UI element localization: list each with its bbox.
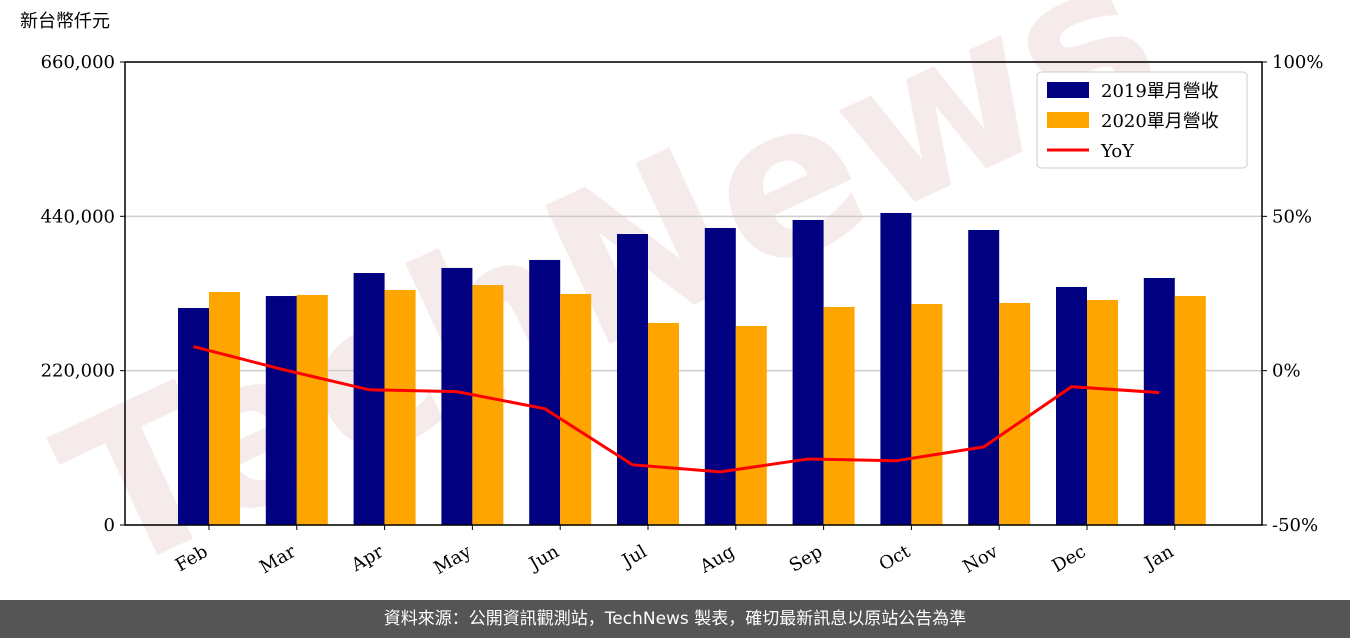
- bar: [704, 227, 736, 525]
- y2-tick-label: 100%: [1272, 52, 1323, 73]
- bar: [911, 304, 943, 525]
- x-tick-label: May: [430, 541, 475, 579]
- chart: 新台幣仟元 TechNews0220,000440,000660,000-50%…: [20, 0, 1323, 622]
- bar: [999, 302, 1031, 525]
- bar: [560, 293, 592, 525]
- x-tick-label: Apr: [347, 541, 387, 576]
- legend-label: 2020單月營收: [1101, 111, 1219, 132]
- bar: [1056, 286, 1087, 525]
- bar: [472, 285, 504, 525]
- bar: [648, 322, 679, 525]
- bar: [529, 259, 561, 525]
- x-tick-label: Jul: [617, 541, 651, 573]
- y2-tick-label: 50%: [1272, 206, 1312, 227]
- y-tick-label: 440,000: [41, 206, 115, 227]
- yoy-line: [193, 345, 1160, 474]
- legend-swatch: [1047, 112, 1089, 128]
- y2-tick-label: 0%: [1272, 361, 1301, 382]
- bar: [968, 230, 1000, 525]
- x-tick-label: Sep: [786, 541, 826, 576]
- plot-frame: [124, 61, 1263, 526]
- y-tick-label: 0: [104, 515, 115, 536]
- footer: 資料來源：公開資訊觀測站，TechNews 製表，確切最新訊息以原站公告為準: [0, 600, 1350, 638]
- x-tick-label: Jan: [1139, 541, 1177, 575]
- bar: [384, 289, 416, 525]
- bar: [353, 273, 385, 525]
- bar: [735, 325, 767, 525]
- legend-label: YoY: [1100, 141, 1135, 162]
- legend-label: 2019單月營收: [1101, 81, 1219, 102]
- bar: [265, 296, 297, 525]
- y2-tick-label: -50%: [1272, 515, 1318, 536]
- bar: [792, 219, 824, 526]
- bar: [178, 308, 209, 525]
- y-tick-label: 220,000: [41, 361, 115, 382]
- bar: [1143, 277, 1175, 525]
- x-tick-label: Dec: [1049, 541, 1090, 577]
- x-tick-label: Oct: [876, 541, 915, 576]
- bar: [617, 234, 648, 525]
- x-tick-label: Aug: [696, 541, 739, 578]
- legend-swatch: [1047, 82, 1089, 98]
- bar: [209, 292, 240, 525]
- bar: [823, 306, 855, 525]
- bar: [880, 212, 912, 525]
- bar: [296, 294, 328, 525]
- bar: [1087, 300, 1118, 525]
- legend-box: [1036, 71, 1248, 169]
- y-tick-label: 660,000: [41, 52, 115, 73]
- bar: [441, 267, 473, 525]
- x-tick-label: Jun: [524, 541, 563, 576]
- bar: [1174, 296, 1206, 525]
- x-tick-label: Nov: [959, 541, 1002, 578]
- y-axis-label: 新台幣仟元: [20, 11, 110, 32]
